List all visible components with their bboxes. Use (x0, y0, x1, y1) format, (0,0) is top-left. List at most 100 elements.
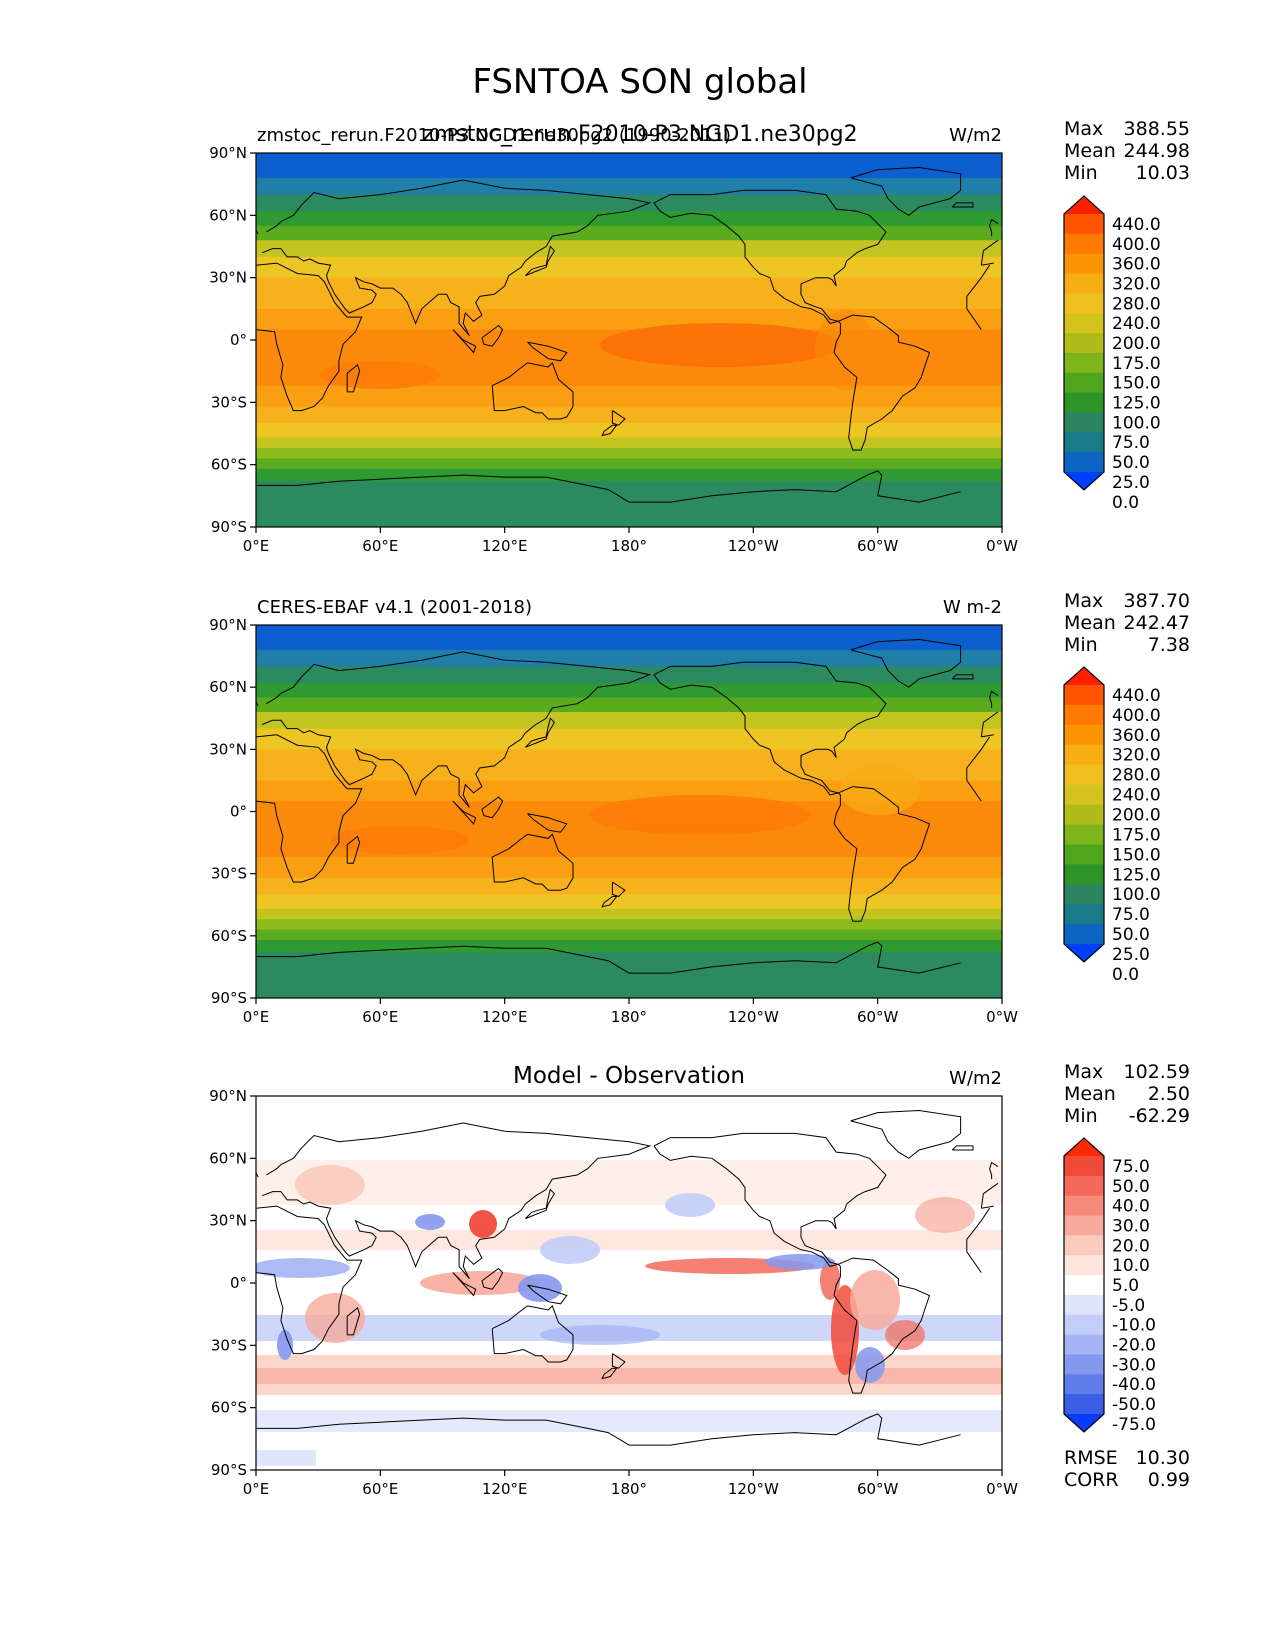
coastline (262, 179, 999, 337)
stats-obs: Max 387.70 Mean 242.47 Min 7.38 (1064, 590, 1190, 656)
lon-tick-label: 0°W (986, 1480, 1018, 1498)
colorbar-tick-label: 100.0 (1112, 885, 1161, 905)
stat-max-value: 388.55 (1124, 118, 1190, 140)
field-band (256, 894, 1002, 910)
lon-tick-label: 180° (611, 1008, 647, 1026)
stats-model: Max 388.55 Mean 244.98 Min 10.03 (1064, 118, 1190, 184)
coastline (256, 470, 961, 503)
colorbar-segment (1064, 372, 1104, 394)
lat-tick-label: 60°S (211, 456, 247, 474)
colorbar-segment (1064, 253, 1104, 275)
panel-model: zmstoc_rerun.F2010-P3.NGD1.ne30pg2 (1990… (209, 118, 1190, 555)
colorbar-segment (1064, 1294, 1104, 1316)
coastline (611, 410, 626, 426)
colorbar-tick-label: 200.0 (1112, 806, 1161, 826)
colorbar-outline (1063, 666, 1105, 963)
stat-mean-value: 242.47 (1124, 612, 1190, 634)
field-band (256, 857, 1002, 879)
colorbar-tick-label: 175.0 (1112, 825, 1161, 845)
lat-tick-label: 30°S (211, 865, 247, 883)
coastline (653, 1132, 887, 1267)
field-band (256, 256, 1002, 279)
lon-tick-label: 120°W (728, 1480, 779, 1498)
coastline (951, 1145, 974, 1151)
coastline (346, 1307, 361, 1336)
lon-tick-label: 180° (611, 537, 647, 555)
colorbar-segment (1064, 214, 1104, 235)
lon-tick-label: 60°W (857, 1008, 899, 1026)
field-band (256, 780, 1002, 802)
lon-tick-label: 60°W (857, 1480, 899, 1498)
colorbar-segment (1064, 764, 1104, 786)
field-band (256, 697, 1002, 713)
lon-tick-label: 0°W (986, 1008, 1018, 1026)
colorbar-tick-label: 240.0 (1112, 786, 1161, 806)
lon-tick-label: 60°E (362, 1008, 398, 1026)
coastline (481, 324, 504, 347)
colorbar-tick-label: 360.0 (1112, 726, 1161, 746)
lat-tick-label: 0° (230, 1274, 247, 1292)
colorbar-segment (1064, 904, 1104, 925)
panel-model-units: W/m2 (949, 125, 1002, 146)
coastline (491, 1304, 574, 1363)
colorbar-tick-label: 320.0 (1112, 746, 1161, 766)
lon-tick-label: 60°W (857, 537, 899, 555)
coastline (527, 813, 568, 833)
lon-tick-label: 0°E (243, 537, 270, 555)
lat-tick-label: 30°S (211, 1336, 247, 1354)
panel-diff: Model - Observation W/m2 (209, 1061, 1190, 1498)
colorbar-tick-label: -40.0 (1112, 1375, 1156, 1395)
colorbar-tick-label: 440.0 (1112, 686, 1161, 706)
field-band (256, 468, 1002, 482)
lat-tick-label: 90°S (211, 518, 247, 536)
field-band (256, 406, 1002, 424)
coastline (951, 202, 974, 208)
map-model-highs (320, 310, 875, 390)
colorbar-segment (1064, 704, 1104, 726)
field-band (256, 939, 1002, 954)
field-band (256, 308, 1002, 331)
colorbar-tick-label: 100.0 (1112, 413, 1161, 433)
lat-tick-label: 30°S (211, 393, 247, 411)
colorbar-tick-label: 125.0 (1112, 394, 1161, 414)
colorbar-segment (1064, 1156, 1104, 1177)
coastline (951, 674, 974, 680)
colorbar-tick-label: 75.0 (1112, 1157, 1150, 1177)
field-band (256, 458, 1002, 470)
field-band (256, 712, 1002, 730)
colorbar-tick-label: 40.0 (1112, 1197, 1150, 1217)
coastline (452, 800, 477, 825)
map-obs-highs (330, 765, 920, 854)
panel-diff-title: Model - Observation (513, 1063, 745, 1089)
colorbar-tick-label: 150.0 (1112, 845, 1161, 865)
coastline (452, 1272, 477, 1297)
colorbar-tick-label: -75.0 (1112, 1415, 1156, 1435)
field-band (256, 385, 1002, 408)
colorbar-extend-min (1064, 944, 1104, 962)
lat-tick-label: 60°S (211, 927, 247, 945)
coastline (452, 329, 477, 354)
colorbar-obs: 440.0400.0360.0320.0280.0240.0200.0175.0… (1063, 666, 1161, 985)
map-obs-coastlines (256, 638, 999, 974)
panel-model-title: zmstoc_rerun.F2010-P3.NGD1.ne30pg2 (1990… (257, 125, 731, 146)
field-band (256, 625, 1002, 651)
field-band (256, 194, 1002, 212)
field-band (256, 423, 1002, 439)
coastline (850, 166, 962, 216)
colorbar-segment (1064, 924, 1104, 945)
coastline (262, 651, 999, 808)
colorbar-tick-label: 75.0 (1112, 433, 1150, 453)
colorbar-tick-label: 360.0 (1112, 255, 1161, 275)
lon-tick-label: 120°W (728, 1008, 779, 1026)
coastline (653, 661, 887, 796)
colorbar-extend-max (1064, 196, 1104, 214)
colorbar-extend-min (1064, 1414, 1104, 1432)
field-band (256, 481, 1002, 527)
coastline (346, 835, 361, 864)
coastline (491, 361, 574, 420)
lat-tick-label: 60°S (211, 1399, 247, 1417)
map-model-coastlines (256, 166, 999, 503)
coastline (833, 1257, 931, 1394)
stat-max-label: Max (1064, 590, 1103, 612)
